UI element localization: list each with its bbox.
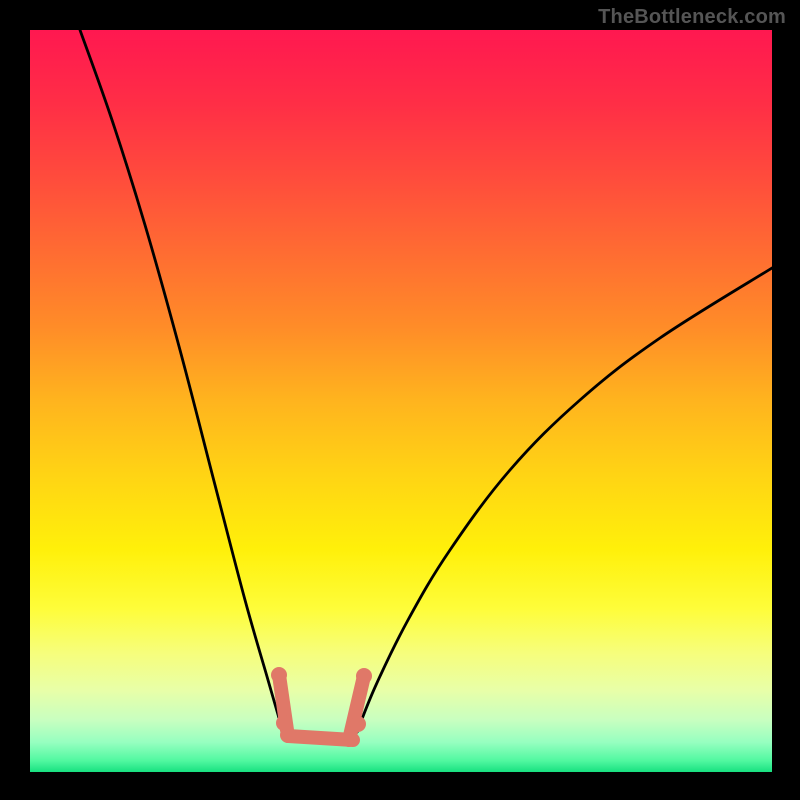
overlay-dot (271, 667, 287, 683)
plot-svg (30, 30, 772, 772)
plot-area (30, 30, 772, 772)
watermark-text: TheBottleneck.com (598, 6, 786, 29)
overlay-dot (280, 727, 296, 743)
chart-outer: TheBottleneck.com (0, 0, 800, 800)
gradient-background (30, 30, 772, 772)
overlay-dot (356, 668, 372, 684)
overlay-dot (350, 716, 366, 732)
